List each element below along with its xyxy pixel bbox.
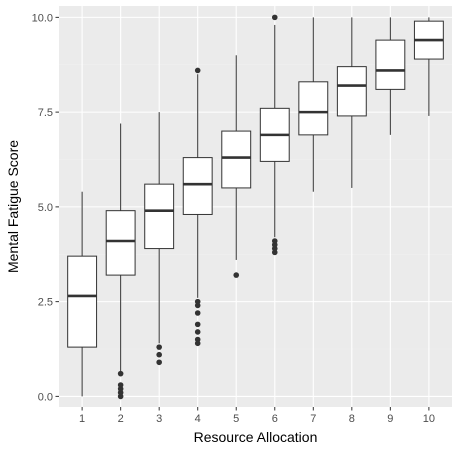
- x-tick-label: 8: [349, 413, 355, 425]
- y-tick-label: 5.0: [38, 202, 53, 214]
- x-tick-label: 1: [79, 413, 85, 425]
- box-iqr: [67, 255, 98, 348]
- x-tick-label: 2: [118, 413, 124, 425]
- box-4: [182, 67, 213, 347]
- x-tick-label: 4: [195, 413, 201, 425]
- box-1: [67, 191, 98, 397]
- y-tick-label: 10.0: [32, 12, 53, 24]
- x-tick-label: 6: [272, 413, 278, 425]
- outlier-point: [117, 370, 124, 377]
- box-iqr: [375, 39, 406, 90]
- outlier-point: [156, 344, 162, 350]
- x-tick-label: 5: [233, 413, 239, 425]
- x-tick-label: 10: [423, 413, 435, 425]
- x-axis-title: Resource Allocation: [194, 429, 318, 445]
- box-10: [413, 17, 444, 116]
- box-iqr: [144, 183, 175, 250]
- boxes-layer: [67, 14, 444, 400]
- box-2: [105, 123, 136, 400]
- outlier-point: [194, 329, 201, 335]
- box-9: [375, 17, 406, 135]
- box-iqr: [105, 210, 136, 276]
- x-tick-label: 3: [156, 413, 162, 425]
- y-axis-title: Mental Fatigue Score: [5, 140, 21, 273]
- box-6: [259, 14, 290, 256]
- x-tick-label: 9: [387, 413, 393, 425]
- outlier-point: [117, 382, 124, 388]
- outlier-point: [233, 272, 240, 278]
- outlier-point: [194, 321, 201, 328]
- outlier-point: [194, 298, 201, 305]
- x-tick-label: 7: [310, 413, 316, 425]
- outlier-point: [271, 238, 278, 244]
- y-tick-label: 0.0: [38, 391, 53, 403]
- outlier-point: [156, 351, 162, 358]
- box-iqr: [298, 81, 329, 136]
- box-8: [336, 17, 367, 188]
- outlier-point: [194, 336, 201, 343]
- outlier-point: [271, 14, 278, 21]
- box-5: [221, 55, 252, 278]
- box-iqr: [221, 130, 252, 189]
- box-3: [144, 112, 175, 366]
- outlier-point: [194, 310, 201, 316]
- box-iqr: [182, 157, 213, 215]
- y-axis: 0.0 2.5 5.0 7.5 10.0: [32, 12, 59, 403]
- y-tick-label: 2.5: [38, 297, 53, 309]
- x-axis: 1 2 3 4 5 6 7 8 9 10: [79, 407, 435, 425]
- outlier-point: [194, 67, 201, 74]
- box-iqr: [336, 66, 367, 117]
- outlier-point: [156, 359, 162, 366]
- box-7: [298, 17, 329, 192]
- y-tick-label: 7.5: [38, 107, 53, 119]
